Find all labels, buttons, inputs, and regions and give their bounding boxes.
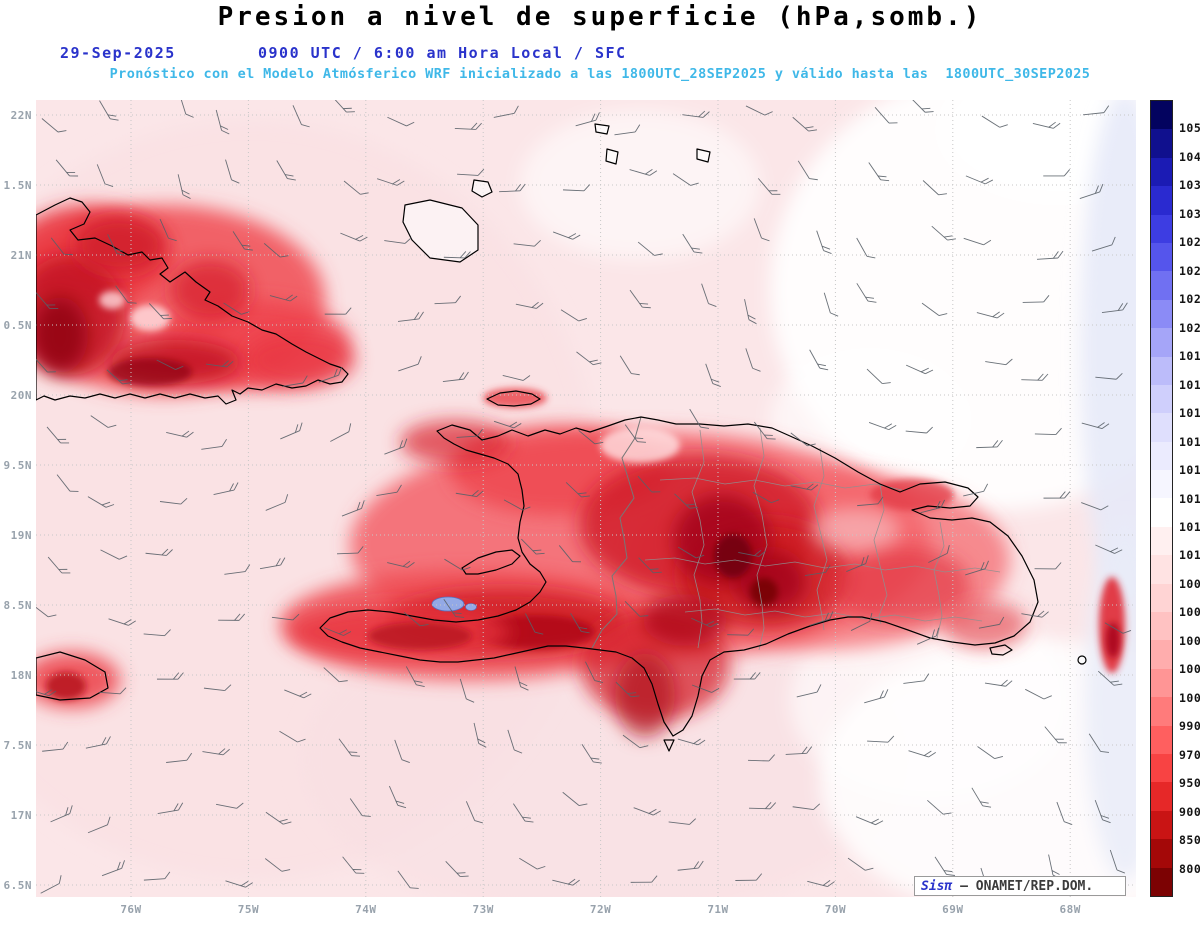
- colorbar-cell: [1151, 299, 1172, 329]
- pressure-colorbar: [1150, 100, 1173, 897]
- colorbar-cell: [1151, 242, 1172, 272]
- colorbar-cell: [1151, 753, 1172, 783]
- page-title: Presion a nivel de superficie (hPa,somb.…: [217, 2, 983, 32]
- colorbar-cell: [1151, 413, 1172, 442]
- pressure-shading: [36, 100, 1136, 897]
- colorbar-label: 1019: [1179, 349, 1200, 364]
- colorbar-cell: [1151, 612, 1172, 641]
- colorbar-label: 1015: [1179, 463, 1200, 478]
- lat-tick-label: 19N: [10, 529, 32, 542]
- colorbar-cell: [1151, 526, 1172, 556]
- forecast-time-info: 0900 UTC / 6:00 am Hora Local / SFC: [258, 44, 627, 62]
- colorbar-label: 1016: [1179, 434, 1200, 449]
- colorbar-cell: [1151, 583, 1172, 613]
- lon-tick-label: 73W: [472, 903, 494, 916]
- credit-text: – ONAMET/REP.DOM.: [952, 879, 1094, 894]
- colorbar-cell: [1151, 555, 1172, 584]
- colorbar-cell: [1151, 101, 1172, 130]
- colorbar-label: 1006: [1179, 605, 1200, 620]
- colorbar-label: 1020: [1179, 320, 1200, 335]
- lat-tick-label: 20N: [10, 389, 32, 402]
- lat-tick-label: 21N: [10, 249, 32, 262]
- colorbar-label: 1017: [1179, 406, 1200, 421]
- colorbar-label: 1040: [1179, 149, 1200, 164]
- colorbar-label: 970: [1179, 747, 1200, 762]
- colorbar-label: 990: [1179, 719, 1200, 734]
- colorbar-label: 900: [1179, 804, 1200, 819]
- coastlines: [36, 123, 1087, 752]
- colorbar-cell: [1151, 668, 1172, 698]
- colorbar-label: 1028: [1179, 235, 1200, 250]
- lon-tick-label: 71W: [707, 903, 729, 916]
- colorbar-cell: [1151, 441, 1172, 471]
- colorbar-label: 1038: [1179, 178, 1200, 193]
- colorbar-label: 1030: [1179, 206, 1200, 221]
- lat-tick-label: 6.5N: [3, 879, 32, 892]
- colorbar-label: 1000: [1179, 690, 1200, 705]
- colorbar-label: 1010: [1179, 548, 1200, 563]
- credit-brand: Sisπ: [921, 879, 953, 894]
- lat-tick-label: 1.5N: [3, 179, 32, 192]
- colorbar-cell: [1151, 384, 1172, 414]
- lon-tick-label: 68W: [1059, 903, 1081, 916]
- colorbar-cell: [1151, 214, 1172, 243]
- lon-tick-label: 72W: [589, 903, 612, 916]
- colorbar-label: 1025: [1179, 263, 1200, 278]
- lon-tick-label: 74W: [355, 903, 377, 916]
- colorbar-label: 950: [1179, 776, 1200, 791]
- colorbar-cell: [1151, 725, 1172, 754]
- lat-tick-label: 7.5N: [3, 739, 32, 752]
- dateline: 29-Sep-2025 0900 UTC / 6:00 am Hora Loca…: [0, 44, 1200, 62]
- forecast-date: 29-Sep-2025: [60, 44, 176, 62]
- colorbar-label: 850: [1179, 833, 1200, 848]
- colorbar-cell: [1151, 640, 1172, 669]
- haiti-dr-border: [591, 416, 642, 649]
- lat-tick-label: 17N: [10, 809, 32, 822]
- lat-tick-label: 0.5N: [3, 319, 32, 332]
- colorbar-label: 1018: [1179, 377, 1200, 392]
- forecast-subtitle: Pronóstico con el Modelo Atmósferico WRF…: [109, 66, 1091, 82]
- colorbar-label: 1013: [1179, 491, 1200, 506]
- colorbar-cell: [1151, 157, 1172, 187]
- admin-borders: [591, 416, 1001, 651]
- colorbar-cell: [1151, 498, 1172, 527]
- colorbar-cell: [1151, 867, 1172, 896]
- lon-tick-label: 75W: [237, 903, 260, 916]
- lat-tick-label: 18N: [10, 669, 32, 682]
- colorbar-label: 1004: [1179, 633, 1200, 648]
- colorbar-label: 1050: [1179, 121, 1200, 136]
- colorbar-cell: [1151, 810, 1172, 840]
- colorbar-cell: [1151, 271, 1172, 300]
- lat-tick-label: 8.5N: [3, 599, 32, 612]
- colorbar-cell: [1151, 186, 1172, 215]
- lon-tick-label: 69W: [942, 903, 964, 916]
- lat-tick-label: 9.5N: [3, 459, 32, 472]
- colorbar-label: 1012: [1179, 519, 1200, 534]
- credit-box: Sisπ – ONAMET/REP.DOM.: [914, 876, 1126, 896]
- colorbar-label: 1002: [1179, 662, 1200, 677]
- lake: [431, 596, 465, 612]
- colorbar-cell: [1151, 328, 1172, 357]
- lon-tick-label: 70W: [824, 903, 847, 916]
- colorbar-cell: [1151, 356, 1172, 385]
- colorbar-cell: [1151, 782, 1172, 811]
- colorbar-label: 1022: [1179, 292, 1200, 307]
- lat-tick-label: 22N: [10, 109, 32, 122]
- colorbar-label: 1008: [1179, 576, 1200, 591]
- lon-tick-label: 76W: [120, 903, 142, 916]
- colorbar-cell: [1151, 470, 1172, 499]
- colorbar-cell: [1151, 839, 1172, 868]
- colorbar-cell: [1151, 697, 1172, 726]
- colorbar-cell: [1151, 129, 1172, 158]
- wind-barbs: [36, 100, 1132, 894]
- colorbar-label: 800: [1179, 861, 1200, 876]
